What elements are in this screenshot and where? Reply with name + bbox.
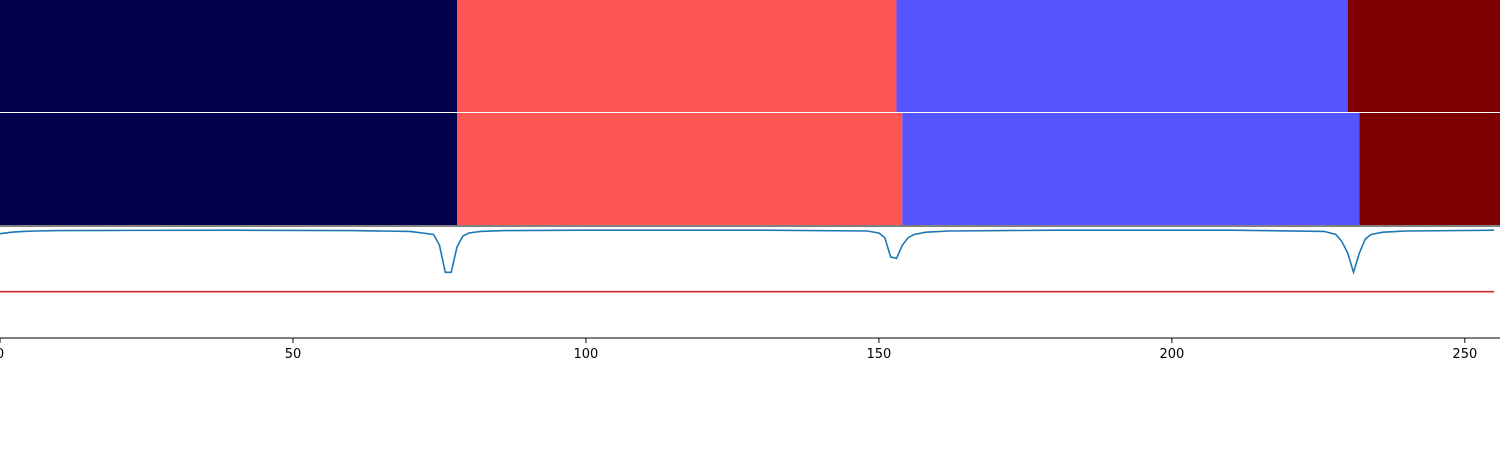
x-tick-label: 50 (285, 347, 302, 362)
segment-bar (0, 113, 458, 225)
segment-bar (896, 0, 1348, 112)
x-tick-label: 150 (866, 347, 891, 362)
x-tick-label: 250 (1452, 347, 1477, 362)
segment-bar (457, 113, 903, 225)
x-tick-label: 0 (0, 347, 4, 362)
segment-bar (1347, 0, 1500, 112)
segment-row-2 (0, 113, 1500, 225)
x-tick-label: 200 (1159, 347, 1184, 362)
segment-bar (0, 0, 458, 112)
segment-bar (457, 0, 897, 112)
line-panel (0, 225, 1500, 339)
series-line-1 (0, 229, 1495, 276)
segment-rows (0, 0, 1500, 225)
x-tick-label: 100 (574, 347, 599, 362)
segment-bar (902, 113, 1360, 225)
segment-bar (1359, 113, 1500, 225)
segment-row-1 (0, 0, 1500, 112)
x-axis: 0 50 100 150 200 250 (0, 338, 1477, 362)
